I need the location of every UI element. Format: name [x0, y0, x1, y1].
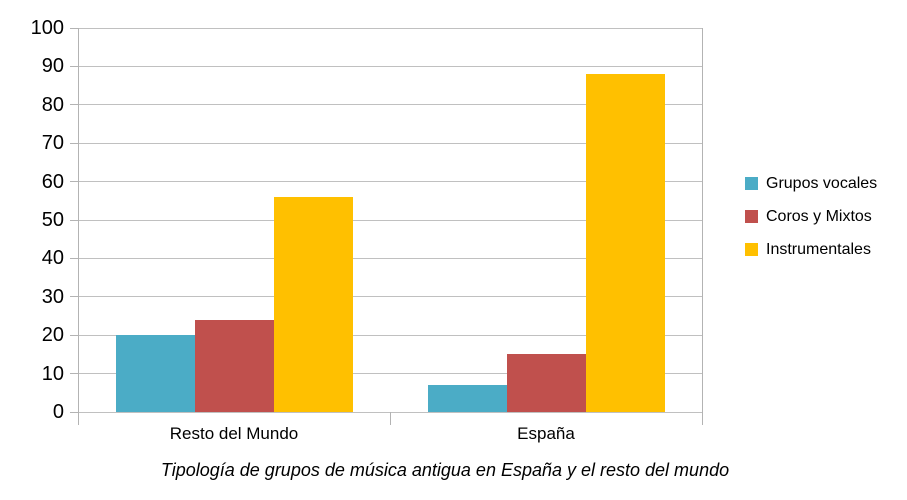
- x-category-label: España: [517, 424, 575, 443]
- y-gridline: [78, 296, 702, 298]
- y-axis-label: 50: [41, 209, 64, 231]
- y-axis-tick: [70, 65, 78, 67]
- y-gridline: [78, 257, 702, 259]
- legend-label: Instrumentales: [766, 241, 871, 258]
- legend-label: Coros y Mixtos: [766, 208, 872, 225]
- y-axis-tick: [70, 142, 78, 144]
- y-axis-label: 80: [41, 93, 64, 116]
- y-gridline: [78, 334, 702, 336]
- y-gridline: [78, 373, 702, 375]
- y-axis-tick: [70, 257, 78, 259]
- y-axis-label: 20: [41, 324, 64, 347]
- bar-grupos-vocales: [115, 335, 195, 412]
- y-axis-label: 40: [41, 247, 64, 270]
- bar-grupos-vocales: [427, 385, 507, 412]
- y-gridline: [78, 142, 702, 144]
- y-axis-tick: [70, 104, 78, 106]
- y-axis-label: 100: [30, 17, 64, 39]
- y-axis-label: 0: [52, 401, 64, 423]
- legend-swatch-icon: [745, 243, 758, 256]
- bar-instrumentales: [273, 196, 353, 412]
- y-axis-label: 60: [41, 170, 64, 193]
- bar-coros-y-mixtos: [506, 354, 586, 412]
- y-gridline: [78, 181, 702, 183]
- y-axis-line: [78, 28, 79, 425]
- x-axis-tick: [390, 412, 391, 425]
- y-axis-tick: [70, 27, 78, 29]
- y-axis-tick: [70, 373, 78, 375]
- y-gridline: [78, 219, 702, 221]
- x-category-label: Resto del Mundo: [169, 424, 299, 443]
- y-axis-tick: [70, 296, 78, 298]
- chart-title: Tipología de grupos de música antigua en…: [160, 460, 730, 480]
- legend-item: Grupos vocales: [745, 174, 877, 193]
- x-axis-tick: [702, 412, 703, 425]
- legend-item: Coros y Mixtos: [745, 207, 877, 226]
- y-axis-label: 30: [41, 285, 64, 308]
- bar-instrumentales: [585, 74, 665, 412]
- legend: Grupos vocales Coros y Mixtos Instrumental…: [745, 174, 877, 259]
- y-axis-tick: [70, 411, 78, 413]
- legend-swatch-icon: [745, 177, 758, 190]
- y-axis-tick: [70, 181, 78, 183]
- legend-item: Instrumentales: [745, 240, 877, 259]
- bar-coros-y-mixtos: [194, 319, 274, 412]
- y-axis-label: 90: [41, 55, 64, 78]
- y-axis-label: 70: [41, 132, 64, 155]
- y-axis-label: 10: [41, 362, 64, 385]
- y-gridline: [78, 27, 702, 29]
- y-axis-tick: [70, 334, 78, 336]
- y-axis-tick: [70, 219, 78, 221]
- y-gridline: [78, 104, 702, 106]
- legend-label: Grupos vocales: [766, 175, 878, 192]
- plot-right-border: [702, 28, 703, 412]
- y-gridline: [78, 65, 702, 67]
- legend-swatch-icon: [745, 210, 758, 223]
